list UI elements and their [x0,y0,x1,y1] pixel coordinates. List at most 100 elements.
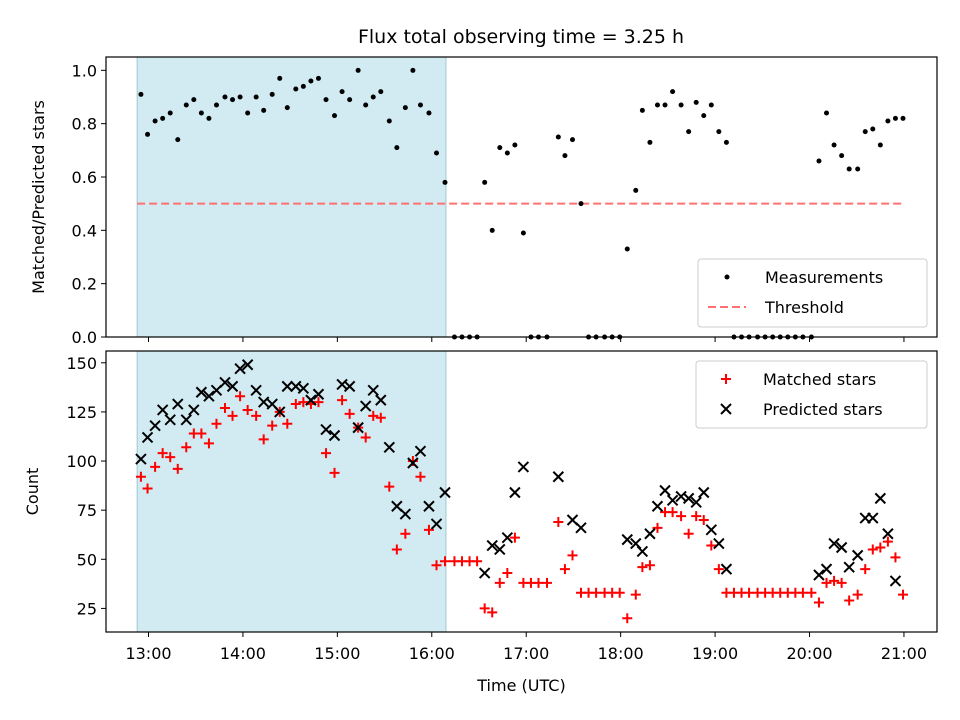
matched-star-point [567,550,578,561]
predicted-star-point [439,486,451,499]
measurement-point [520,230,526,236]
measurement-point [394,145,400,151]
matched-star-point [813,597,824,608]
matched-stars-series [135,391,909,624]
predicted-star-point [867,512,879,524]
measurement-point [323,97,329,103]
measurement-point [363,102,369,108]
measurement-point [892,115,898,121]
measurement-point [654,102,660,108]
predicted-star-point [274,406,286,418]
predicted-star-point [195,386,208,398]
predicted-star-point [882,528,894,540]
measurement-point [489,227,495,233]
predicted-star-point [621,533,633,546]
matched-star-point [630,589,641,600]
measurement-point [175,137,181,143]
legend-x-glyph [720,403,732,415]
measurement-point [862,129,868,135]
bottom-shaded-span [136,350,447,633]
top-panel: 0.0 0.2 0.4 0.6 0.8 1.0 Matched/Predicted sta… [29,56,938,347]
bottom-xtick-label: 16:00 [409,644,455,663]
bottom-ytick-label: 75 [77,501,97,520]
predicted-star-point [430,518,443,530]
predicted-star-point [644,528,656,540]
legend-predicted-marker [720,403,732,415]
matched-star-point [614,587,625,598]
bottom-ytick-label: 25 [77,599,97,618]
matched-star-point [644,560,655,571]
bottom-frame [105,350,938,633]
matched-star-point [375,412,386,423]
measurement-point [284,105,290,111]
predicted-star-point [203,390,215,402]
predicted-star-point [257,396,270,408]
matched-star-point [559,564,570,575]
predicted-stars-series [136,360,902,587]
predicted-star-point [407,457,419,469]
matched-star-point [440,556,451,567]
chart-title: Flux total observing time = 3.25 h [358,26,684,48]
matched-star-point [329,467,340,478]
measurement-point [578,201,584,207]
measurement-point [261,107,267,113]
measurement-point [213,102,219,108]
measurement-point [662,102,668,108]
predicted-star-point [552,471,565,483]
matched-star-point [637,562,648,573]
bottom-xtick-label: 15:00 [314,644,360,663]
predicted-star-point [843,561,855,573]
predicted-star-point [517,461,530,473]
matched-star-point [622,613,633,624]
matched-star-point [211,418,222,429]
matched-star-point [797,587,808,598]
matched-star-point [591,587,602,598]
measurement-point [347,97,353,103]
measurement-point [402,105,408,111]
predicted-star-point [494,543,506,556]
matched-star-point [360,432,371,443]
predicted-star-point [509,486,521,499]
bottom-axis-ticks: 25 50 75 100 125 150 13:00 14:00 15:00 16:00 17:00… [66,354,927,663]
measurement-point [434,150,440,156]
measurement-point [269,91,275,97]
measurement-point [670,89,676,95]
matched-star-point [142,483,153,494]
legend-measurements-marker [724,274,730,280]
matched-star-point [890,552,901,563]
measurement-point [639,107,645,113]
matched-star-point [852,589,863,600]
bottom-xtick-label: 20:00 [786,644,832,663]
matched-star-point [472,556,483,567]
matched-star-point [298,397,309,408]
measurement-point [315,75,321,81]
legend-threshold-label: Threshold [764,298,844,317]
measurement-point [647,139,653,145]
measurement-point [245,110,251,116]
matched-star-point [431,560,442,571]
bottom-xtick-label: 19:00 [692,644,738,663]
predicted-star-point [149,419,161,432]
matched-star-point [391,544,402,555]
measurement-point [386,118,392,124]
measurement-point [824,110,830,116]
measurement-point [678,102,684,108]
measurement-point [900,115,906,121]
measurement-point [237,94,243,100]
matched-star-point [806,587,817,598]
bottom-ytick-label: 150 [66,354,97,373]
predicted-star-point [399,508,412,520]
measurement-point [633,187,639,193]
measurement-point [410,67,416,73]
predicted-star-point [305,394,317,406]
top-ytick-label: 0.8 [72,115,97,134]
legend-matched-label: Matched stars [763,370,876,389]
matched-star-point [867,544,878,555]
predicted-star-point [478,567,491,579]
predicted-star-point [250,384,262,397]
matched-star-point [282,418,293,429]
predicted-star-point [375,394,387,406]
measurement-point [230,97,236,103]
matched-star-point [321,448,332,459]
